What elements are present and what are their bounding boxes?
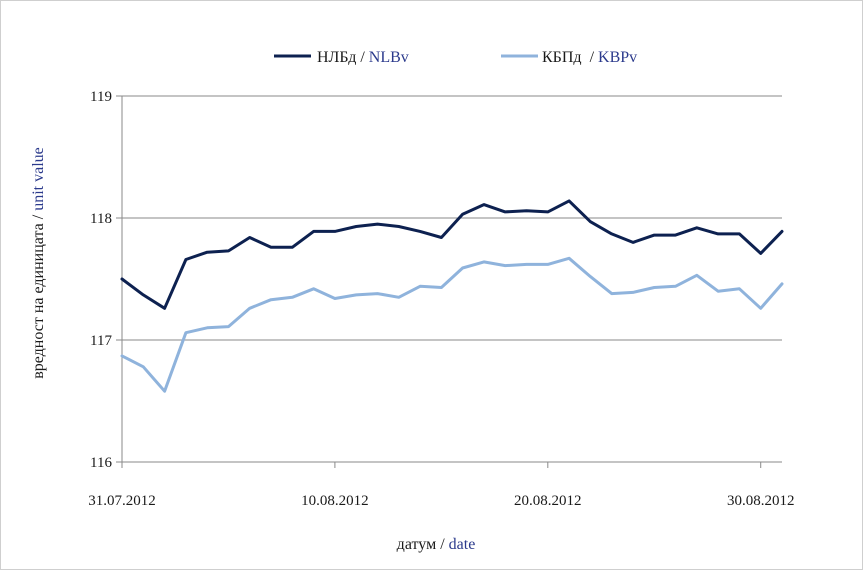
y-tick-label-118: 118 <box>90 211 112 227</box>
x-axis-title: датум / date <box>397 536 476 553</box>
y-axis-title-en: unit value <box>30 147 47 211</box>
legend-label-kbpv-en: KBPv <box>598 49 637 66</box>
legend-label-nlbv-sep: / <box>356 49 368 66</box>
x-axis-title-bg: датум <box>397 536 437 553</box>
x-tick-label-2: 20.08.2012 <box>514 493 582 509</box>
series-line-kbpv <box>120 256 784 393</box>
legend-label-kbpv-bg: КБПд <box>542 49 582 66</box>
series-lines <box>120 199 784 393</box>
x-axis-title-en: date <box>449 536 476 553</box>
x-tick-labels: 31.07.2012 10.08.2012 20.08.2012 30.08.2012 <box>88 462 794 509</box>
legend-label-nlbv-bg: НЛБд <box>317 49 356 66</box>
gridlines <box>116 95 782 463</box>
y-axis-title-sep: / <box>30 211 47 223</box>
y-tick-label-116: 116 <box>90 455 112 471</box>
x-axis-title-sep: / <box>436 536 448 553</box>
y-tick-labels: 116 117 118 119 <box>90 89 112 471</box>
legend-label-nlbv: НЛБд / NLBv <box>317 49 409 66</box>
y-tick-label-119: 119 <box>90 89 112 105</box>
x-tick-label-3: 30.08.2012 <box>727 493 795 509</box>
legend-label-kbpv-sep: / <box>582 49 598 66</box>
y-axis-title-bg: вредност на единицата <box>30 223 47 379</box>
x-tick-label-1: 10.08.2012 <box>301 493 369 509</box>
legend-label-kbpv: КБПд / KBPv <box>542 49 637 66</box>
y-axis-title: вредност на единицата / unit value <box>30 147 47 379</box>
y-tick-label-117: 117 <box>90 333 112 349</box>
legend-label-nlbv-en: NLBv <box>369 49 409 66</box>
series-line-nlbv <box>120 199 784 310</box>
x-tick-label-0: 31.07.2012 <box>88 493 156 509</box>
legend: НЛБд / NLBv КБПд / KBPv <box>274 49 637 66</box>
